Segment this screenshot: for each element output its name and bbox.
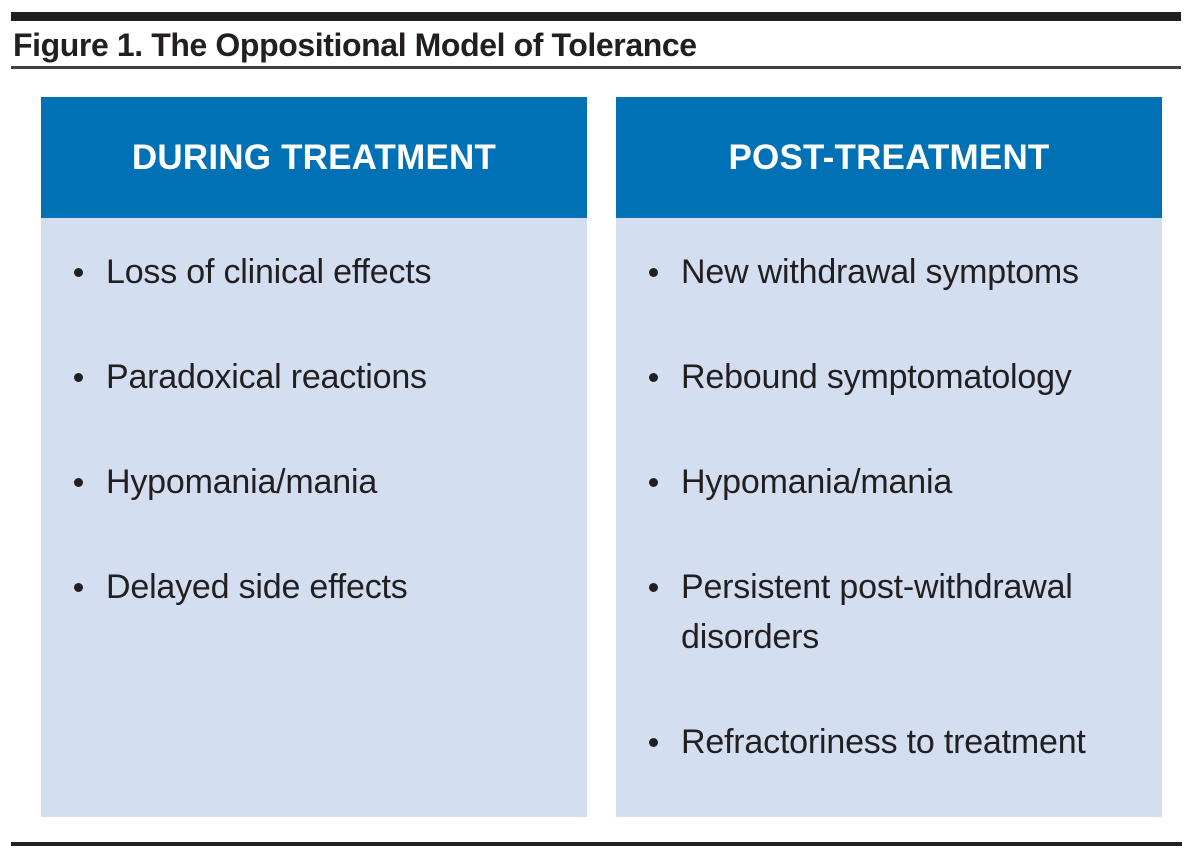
bullet-icon [649, 478, 658, 487]
list-item: New withdrawal symptoms [616, 247, 1162, 297]
list-item: Persistent post-withdrawal disorders [616, 562, 1162, 662]
list-item-text: Hypomania/mania [681, 463, 953, 501]
bullet-icon [74, 478, 83, 487]
title-underline-rule [11, 66, 1181, 69]
bullet-list-post-treatment: New withdrawal symptoms Rebound symptoma… [616, 247, 1162, 767]
bullet-list-during-treatment: Loss of clinical effects Paradoxical rea… [41, 247, 587, 612]
list-item-text: Loss of clinical effects [106, 253, 432, 291]
list-item: Loss of clinical effects [41, 247, 587, 297]
bullet-icon [649, 738, 658, 747]
list-item-text: New withdrawal symptoms [681, 253, 1079, 291]
top-rule [11, 12, 1181, 21]
list-item: Hypomania/mania [41, 457, 587, 507]
list-item: Rebound symptomatology [616, 352, 1162, 402]
column-body-post-treatment: New withdrawal symptoms Rebound symptoma… [616, 218, 1162, 817]
list-item-text: Hypomania/mania [106, 463, 378, 501]
list-item: Refractoriness to treatment [616, 717, 1162, 767]
bullet-icon [74, 268, 83, 277]
column-header-post-treatment: POST-TREATMENT [616, 97, 1162, 218]
bottom-rule [11, 842, 1182, 846]
list-item-text: Refractoriness to treatment [681, 723, 1086, 761]
column-header-during-treatment: DURING TREATMENT [41, 97, 587, 218]
bullet-icon [649, 373, 658, 382]
column-body-during-treatment: Loss of clinical effects Paradoxical rea… [41, 218, 587, 817]
bullet-icon [649, 268, 658, 277]
list-item-text: Rebound symptomatology [681, 358, 1072, 396]
bullet-icon [74, 583, 83, 592]
bullet-icon [649, 583, 658, 592]
list-item: Paradoxical reactions [41, 352, 587, 402]
bullet-icon [74, 373, 83, 382]
list-item-text: Paradoxical reactions [106, 358, 427, 396]
figure-title: Figure 1. The Oppositional Model of Tole… [13, 27, 697, 63]
list-item-text: Persistent post-withdrawal disorders [681, 568, 1073, 656]
list-item: Delayed side effects [41, 562, 587, 612]
list-item: Hypomania/mania [616, 457, 1162, 507]
column-during-treatment: DURING TREATMENT Loss of clinical effect… [41, 97, 587, 817]
column-post-treatment: POST-TREATMENT New withdrawal symptoms R… [616, 97, 1162, 817]
list-item-text: Delayed side effects [106, 568, 408, 606]
